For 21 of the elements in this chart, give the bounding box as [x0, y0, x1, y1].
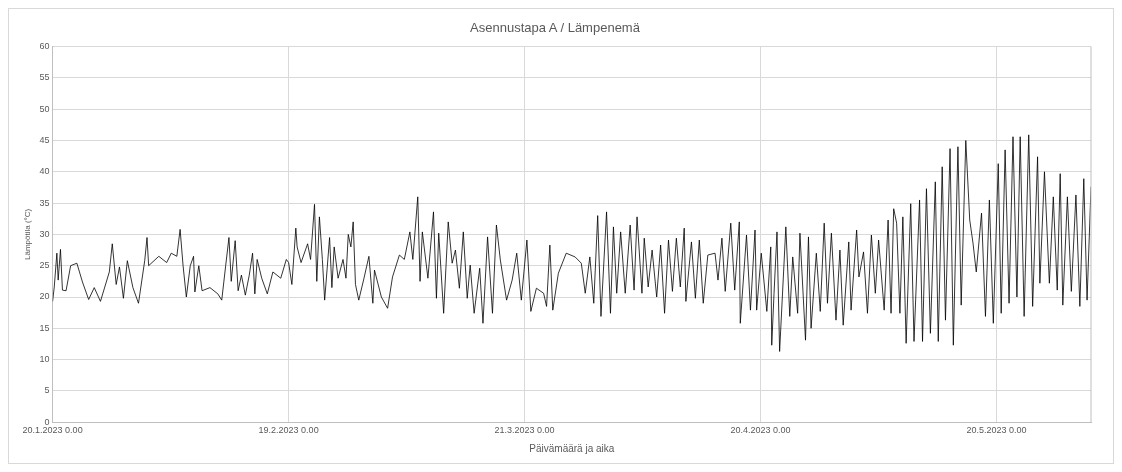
- x-tick-label: 20.5.2023 0.00: [966, 425, 1027, 436]
- y-tick-label: 35: [39, 197, 50, 208]
- y-tick-label: 30: [39, 228, 50, 239]
- y-tick-label: 40: [39, 166, 50, 177]
- x-tick-label: 20.1.2023 0.00: [22, 425, 83, 436]
- y-tick-label: 0: [44, 416, 50, 427]
- y-tick-label: 45: [39, 134, 50, 145]
- x-axis-title: Päivämäärä ja aika: [529, 442, 615, 454]
- y-tick-label: 55: [39, 72, 50, 83]
- x-tick-label: 20.4.2023 0.00: [730, 425, 791, 436]
- x-tick-label: 21.3.2023 0.00: [494, 425, 555, 436]
- chart-title: Asennustapa A / Lämpenemä: [470, 20, 641, 36]
- y-tick-label: 50: [39, 103, 50, 114]
- y-tick-label: 15: [39, 322, 50, 333]
- y-tick-label: 25: [39, 260, 50, 271]
- y-tick-label: 60: [39, 41, 50, 52]
- y-tick-label: 5: [44, 385, 50, 396]
- y-tick-label: 10: [39, 354, 50, 365]
- y-axis-title: Lämpötila (°C): [23, 208, 32, 261]
- x-tick-label: 19.2.2023 0.00: [258, 425, 319, 436]
- y-tick-label: 20: [39, 291, 50, 302]
